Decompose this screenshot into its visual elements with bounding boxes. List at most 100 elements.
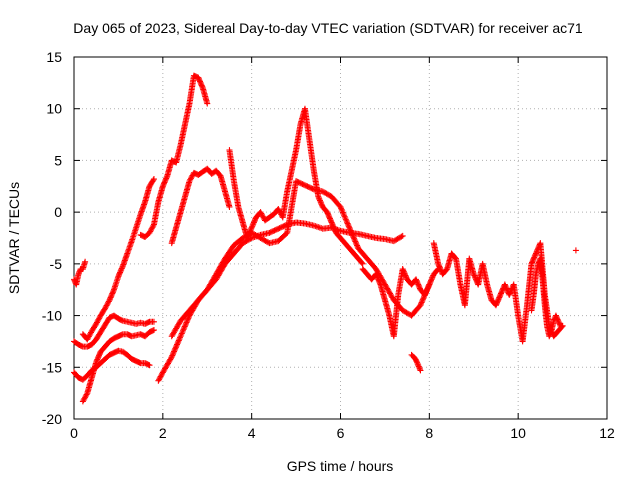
data-point-interp [427,278,434,285]
data-point-interp [247,228,254,235]
data-point-interp [472,275,479,282]
data-point-interp [171,348,178,355]
data-point-interp [415,281,422,288]
data-point-interp [107,295,114,302]
data-point [532,250,539,257]
data-point-interp [494,298,501,305]
x-tick-label: 12 [599,425,615,441]
data-point-interp [423,288,430,295]
data-point [106,297,113,304]
data-point-interp [172,345,179,352]
data-point [415,362,422,369]
data-point [75,271,82,278]
data-point-interp [179,329,186,336]
x-tick-label: 0 [70,425,78,441]
data-point-interp [425,282,432,289]
data-point-interp [374,275,381,282]
data-point-interp [415,282,422,289]
data-point-interp [452,254,459,261]
data-point-interp [331,227,338,234]
data-point-interp [174,340,181,347]
data-point-interp [249,223,256,230]
data-point [417,302,424,309]
data-point-interp [169,352,176,359]
y-tick-label: 5 [54,152,62,168]
data-point-interp [196,77,203,84]
data-point-interp [93,357,100,364]
data-point-interp [499,288,506,295]
data-point-interp [532,251,539,258]
y-tick-label: -5 [50,256,63,272]
data-point-interp [316,197,323,204]
data-point-interp [177,334,184,341]
data-point-interp [429,275,436,282]
data-point-interp [546,331,553,338]
data-point-interp [498,289,505,296]
data-point-interp [495,297,502,304]
data-point-interp [247,227,254,234]
data-point-interp [330,223,337,230]
data-point-interp [183,319,190,326]
data-point-interp [373,272,380,279]
data-point-interp [75,269,82,276]
data-point-interp [398,233,405,240]
data-point-interp [199,83,206,90]
data-point [399,266,406,273]
data-point-interp [182,320,189,327]
data-point [93,359,100,366]
data-point-interp [376,278,383,285]
data-point-interp [248,225,255,232]
data-point-interp [343,217,350,224]
data-point [244,235,251,241]
data-point-interp [347,227,354,234]
data-point-interp [414,278,421,285]
data-point-interp [178,331,185,338]
data-point-interp [150,177,157,184]
data-point [497,291,504,298]
data-point-interp [418,300,425,307]
data-point-interp [376,280,383,287]
data-point-interp [414,359,421,366]
data-point-interp [245,232,252,239]
data-point-interp [174,341,181,348]
data-point-interp [424,286,431,293]
data-point-interp [341,212,348,219]
data-point-interp [184,318,191,325]
data-point-interp [493,300,500,307]
data-point-interp [346,226,353,233]
data-point-interp [436,264,443,271]
data-point-interp [329,220,336,227]
data-point [546,333,553,340]
data-point-interp [401,271,408,278]
data-point-interp [176,336,183,343]
data-point-interp [175,337,182,344]
data-point-interp [352,238,359,245]
data-point-interp [345,223,352,230]
data-point-interp [418,299,425,306]
data-point-interp [163,174,170,181]
data-point-interp [119,264,126,271]
data-point-interp [420,295,427,302]
data-point-interp [250,219,257,226]
data-point [346,224,353,231]
data-point [150,318,157,325]
data-point-interp [185,313,192,320]
y-tick-label: -20 [42,411,62,427]
data-point-interp [547,330,554,337]
data-point-interp [173,342,180,349]
y-tick-label: -10 [42,308,62,324]
data-point-interp [496,294,503,301]
data-point [528,260,535,267]
data-point [150,176,157,183]
data-point-interp [317,198,324,205]
data-point-interp [331,225,338,232]
data-point-interp [531,254,538,261]
data-point-interp [554,315,561,322]
data-point-interp [83,391,90,398]
data-point [492,302,499,309]
data-point [501,281,508,288]
data-point-interp [94,356,101,363]
data-point [417,367,424,374]
data-point-interp [167,355,174,362]
